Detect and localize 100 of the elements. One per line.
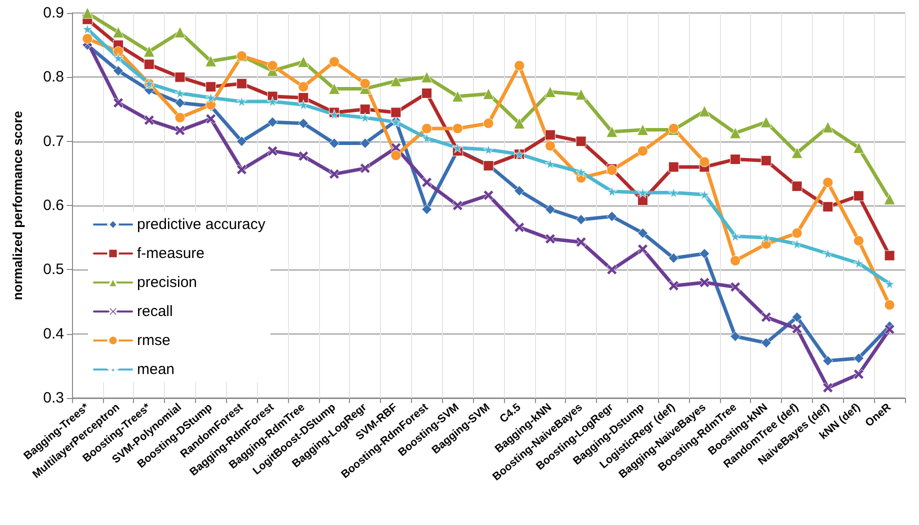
point: [544, 204, 556, 215]
point: [206, 114, 216, 124]
point: [760, 155, 772, 166]
point: [544, 234, 556, 244]
point: [360, 138, 370, 149]
point: [730, 331, 741, 342]
point: [853, 369, 864, 380]
point: [267, 96, 278, 107]
point: [668, 187, 679, 198]
point: [360, 112, 370, 123]
point: [638, 187, 648, 198]
point: [791, 147, 803, 159]
point: [668, 162, 679, 172]
point: [328, 82, 340, 94]
legend-label: predictive accuracy: [137, 216, 266, 233]
point: [822, 121, 834, 133]
point: [328, 168, 340, 180]
y-tick-label: 0.7: [43, 132, 64, 150]
point: [884, 250, 895, 261]
point: [298, 56, 310, 68]
point: [760, 338, 772, 348]
point: [144, 114, 154, 126]
point: [360, 78, 370, 89]
point: [760, 312, 772, 322]
point: [298, 118, 309, 129]
point: [638, 244, 648, 254]
point: [576, 214, 586, 225]
point: [730, 255, 741, 266]
point: [82, 24, 93, 34]
point: [144, 59, 154, 70]
point: [113, 66, 124, 76]
point: [792, 323, 802, 334]
point: [730, 282, 741, 292]
point: [699, 248, 710, 259]
point: [421, 71, 433, 83]
point: [298, 82, 309, 92]
legend-label: precision: [137, 274, 198, 291]
point: [483, 118, 494, 129]
point: [206, 82, 216, 92]
point: [360, 104, 370, 114]
point: [760, 232, 772, 243]
point: [884, 278, 895, 290]
point: [298, 100, 309, 110]
point: [822, 248, 834, 259]
y-tick-label: 0.5: [43, 261, 64, 278]
point: [699, 156, 710, 168]
point: [514, 185, 525, 196]
point: [514, 60, 525, 71]
point: [267, 60, 278, 71]
point: [113, 98, 124, 108]
y-tick-label: 0.9: [43, 4, 64, 22]
point: [206, 92, 216, 103]
point: [730, 154, 741, 165]
point: [637, 124, 649, 136]
point: [699, 277, 710, 288]
point: [576, 166, 586, 178]
point: [576, 236, 586, 248]
point: [544, 130, 556, 140]
point: [822, 177, 834, 188]
point: [267, 116, 278, 128]
point: [452, 200, 463, 211]
point: [143, 46, 155, 58]
point: [606, 186, 618, 197]
point: [638, 228, 648, 238]
point: [822, 202, 834, 212]
legend-label: mean: [137, 361, 175, 378]
point: [730, 231, 741, 242]
point: [298, 150, 309, 162]
point: [174, 98, 186, 108]
legend-label: recall: [137, 303, 173, 320]
point: [174, 26, 186, 38]
point: [792, 312, 802, 322]
point: [298, 92, 309, 103]
point: [853, 236, 864, 246]
point: [174, 88, 186, 98]
point: [698, 105, 710, 117]
point: [390, 107, 402, 118]
y-tick-label: 0.6: [43, 197, 64, 214]
point: [544, 158, 556, 170]
y-tick-label: 0.3: [43, 390, 64, 406]
point: [699, 189, 710, 200]
point: [113, 52, 124, 64]
point: [606, 264, 618, 275]
point: [360, 163, 370, 174]
legend-label: rmse: [137, 332, 170, 349]
point: [730, 127, 742, 139]
point: [668, 252, 679, 264]
point: [174, 72, 186, 82]
point: [514, 118, 526, 130]
point: [668, 280, 679, 291]
point: [236, 136, 247, 147]
point: [390, 150, 402, 161]
point: [884, 300, 895, 310]
point: [638, 146, 648, 156]
point: [390, 75, 402, 87]
point: [236, 96, 247, 107]
point: [452, 123, 463, 134]
y-axis-title: normalized performance score: [10, 110, 25, 300]
point: [205, 55, 217, 67]
point: [174, 112, 186, 123]
